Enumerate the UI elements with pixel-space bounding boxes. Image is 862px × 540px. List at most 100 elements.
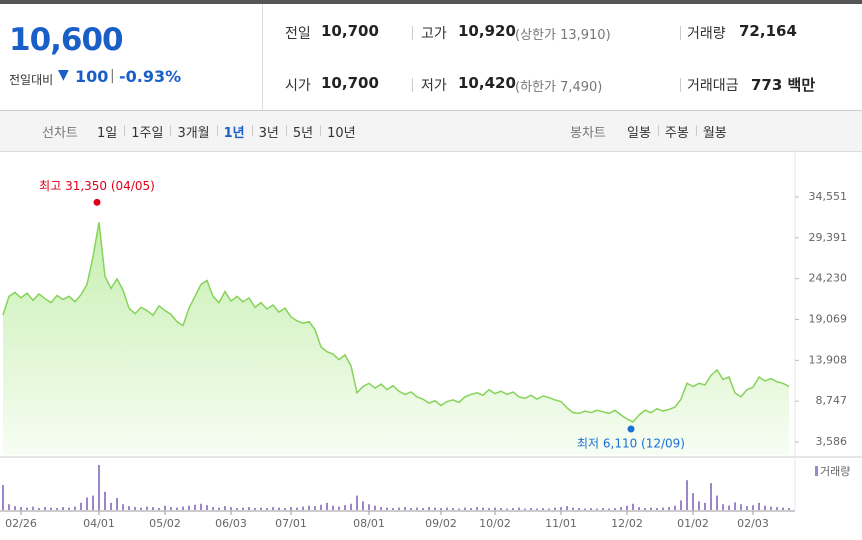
area-fill — [3, 222, 789, 455]
volume-bar — [68, 507, 70, 510]
volume-bar — [704, 502, 706, 510]
volume-bar — [122, 504, 124, 510]
x-tick-label: 08/01 — [353, 517, 385, 530]
separator — [412, 78, 413, 92]
volume-bar — [386, 507, 388, 510]
volume-bar — [158, 508, 160, 510]
tab[interactable]: 10년 — [327, 126, 356, 141]
volume-bar — [758, 502, 760, 510]
volume-bar — [764, 505, 766, 510]
volume-bar — [782, 507, 784, 510]
volume-bar — [680, 500, 682, 510]
value: 72,164 — [739, 22, 797, 40]
volume-bar — [56, 508, 58, 510]
volume-bar — [410, 508, 412, 510]
volume-bar — [212, 507, 214, 510]
y-tick-label: 3,586 — [816, 435, 848, 448]
volume-bar — [494, 507, 496, 510]
volume-bar — [572, 507, 574, 510]
separator — [657, 125, 659, 136]
x-tick-label: 06/03 — [215, 517, 247, 530]
volume-bar — [620, 507, 622, 510]
volume-bar — [686, 480, 688, 510]
change-label: 전일대비 — [9, 73, 54, 87]
volume-bar — [602, 508, 604, 510]
volume-bar — [380, 507, 382, 510]
volume-bar — [524, 508, 526, 510]
x-tick-label: 11/01 — [545, 517, 577, 530]
y-tick-label: 8,747 — [816, 394, 848, 407]
current-price: 10,600 — [9, 22, 124, 58]
x-tick-label: 02/03 — [737, 517, 769, 530]
y-tick-label: 13,908 — [809, 353, 848, 366]
label: 저가 — [421, 78, 447, 94]
volume-bar — [350, 503, 352, 510]
change: 100 — [75, 67, 109, 86]
volume-bar — [548, 508, 550, 510]
volume-bar — [710, 483, 712, 510]
volume-bar — [44, 507, 46, 510]
volume-bar — [26, 507, 28, 510]
volume-bar — [458, 508, 460, 510]
separator — [285, 125, 287, 136]
change-rate: -0.93% — [119, 67, 182, 86]
volume-bar — [272, 507, 274, 510]
low-label: 최저 6,110 (12/09) — [577, 437, 685, 451]
tab[interactable]: 3개월 — [177, 126, 210, 141]
volume-bar — [176, 507, 178, 510]
volume-bar — [608, 508, 610, 510]
volume-bar — [656, 508, 658, 510]
divider — [262, 4, 263, 110]
volume-bar — [662, 507, 664, 510]
volume-bar — [326, 502, 328, 510]
volume-bar — [32, 506, 34, 510]
volume-bar — [194, 504, 196, 510]
tab[interactable]: 3년 — [258, 126, 279, 141]
label: 거래대금 — [687, 78, 739, 94]
volume-bar — [740, 504, 742, 510]
volume-bar — [128, 506, 130, 510]
volume-bar — [464, 507, 466, 510]
volume-bar — [692, 493, 694, 510]
volume-bar — [728, 505, 730, 510]
volume-bar — [80, 502, 82, 510]
volume-bar — [542, 508, 544, 510]
volume-bar — [596, 508, 598, 510]
tab[interactable]: 주봉 — [664, 126, 689, 141]
label: 전일 — [285, 26, 311, 42]
volume-bar — [74, 506, 76, 510]
volume-bar — [200, 503, 202, 510]
volume-bar — [650, 507, 652, 510]
volume-bar — [188, 505, 190, 510]
legend-label: 거래량 — [820, 465, 850, 478]
tab[interactable]: 1주일 — [131, 126, 164, 141]
volume-bar — [530, 508, 532, 510]
tab[interactable]: 1년 — [223, 126, 245, 141]
volume-bar — [614, 508, 616, 510]
volume-bar — [260, 507, 262, 510]
high-label: 최고 31,350 (04/05) — [39, 179, 155, 193]
volume-bar — [134, 507, 136, 510]
volume-bar — [218, 507, 220, 510]
volume-bar — [578, 508, 580, 510]
tab[interactable]: 일봉 — [627, 126, 651, 141]
tab[interactable]: 월봉 — [702, 126, 727, 141]
volume-bar — [104, 491, 106, 510]
label: 고가 — [421, 26, 447, 42]
tab[interactable]: 1일 — [97, 126, 118, 141]
x-tick-label: 02/26 — [5, 517, 37, 530]
volume-bar — [110, 502, 112, 510]
tab[interactable]: 5년 — [292, 126, 314, 141]
x-tick-label: 01/02 — [677, 517, 709, 530]
volume-bar — [242, 507, 244, 510]
volume-bar — [512, 508, 514, 510]
volume-bar — [266, 508, 268, 510]
volume-bar — [248, 507, 250, 510]
y-tick-label: 19,069 — [809, 312, 848, 325]
volume-bar — [86, 497, 88, 510]
separator: | — [110, 68, 115, 84]
volume-bar — [290, 507, 292, 510]
volume-bar — [182, 506, 184, 510]
